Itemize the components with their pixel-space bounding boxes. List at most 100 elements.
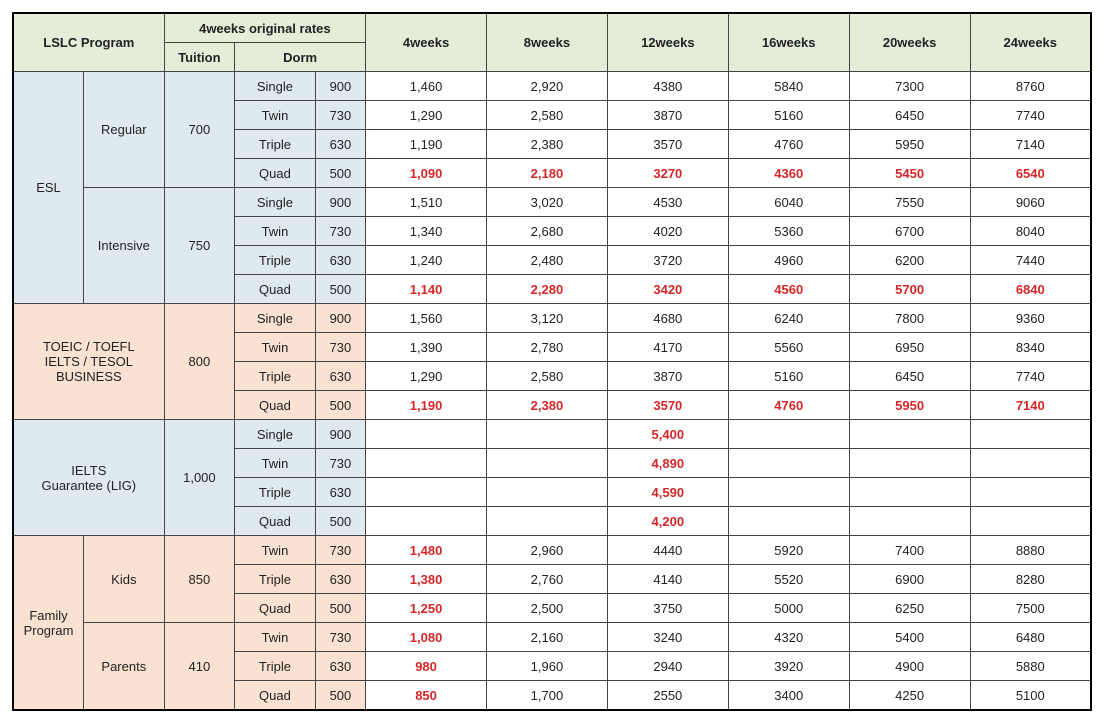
dorm-rate: 500 xyxy=(315,594,365,623)
dorm-rate: 630 xyxy=(315,246,365,275)
price-cell: 5160 xyxy=(728,362,849,391)
price-cell xyxy=(849,478,970,507)
price-cell: 4320 xyxy=(728,623,849,652)
price-cell: 3870 xyxy=(607,362,728,391)
header-week: 20weeks xyxy=(849,13,970,72)
price-cell: 1,290 xyxy=(366,101,487,130)
dorm-rate: 730 xyxy=(315,101,365,130)
price-cell: 4,590 xyxy=(607,478,728,507)
dorm-type: Twin xyxy=(235,623,316,652)
price-cell: 6250 xyxy=(849,594,970,623)
price-cell: 3920 xyxy=(728,652,849,681)
header-week: 8weeks xyxy=(486,13,607,72)
price-cell xyxy=(728,420,849,449)
price-cell: 6450 xyxy=(849,101,970,130)
price-cell xyxy=(849,449,970,478)
price-cell: 5840 xyxy=(728,72,849,101)
dorm-rate: 900 xyxy=(315,420,365,449)
price-cell: 1,240 xyxy=(366,246,487,275)
dorm-rate: 630 xyxy=(315,130,365,159)
dorm-rate: 730 xyxy=(315,333,365,362)
tuition-cell: 410 xyxy=(164,623,235,711)
price-cell: 1,560 xyxy=(366,304,487,333)
price-cell: 5,400 xyxy=(607,420,728,449)
dorm-type: Triple xyxy=(235,478,316,507)
price-cell xyxy=(728,449,849,478)
subprogram-name: Kids xyxy=(84,536,165,623)
price-cell: 5700 xyxy=(849,275,970,304)
price-cell: 2,180 xyxy=(486,159,607,188)
price-cell: 4440 xyxy=(607,536,728,565)
price-cell: 4360 xyxy=(728,159,849,188)
price-cell: 8040 xyxy=(970,217,1091,246)
price-cell xyxy=(970,420,1091,449)
dorm-type: Twin xyxy=(235,536,316,565)
dorm-type: Triple xyxy=(235,130,316,159)
dorm-type: Triple xyxy=(235,362,316,391)
price-cell: 1,390 xyxy=(366,333,487,362)
price-cell: 5450 xyxy=(849,159,970,188)
price-cell: 1,480 xyxy=(366,536,487,565)
price-cell: 2,500 xyxy=(486,594,607,623)
subprogram-name: Parents xyxy=(84,623,165,711)
price-cell: 3240 xyxy=(607,623,728,652)
price-cell: 1,190 xyxy=(366,391,487,420)
price-cell: 2940 xyxy=(607,652,728,681)
table-body: ESLRegular700Single9001,4602,92043805840… xyxy=(13,72,1091,711)
price-cell: 1,290 xyxy=(366,362,487,391)
price-cell: 2,960 xyxy=(486,536,607,565)
dorm-rate: 630 xyxy=(315,652,365,681)
dorm-type: Triple xyxy=(235,246,316,275)
price-cell: 7740 xyxy=(970,101,1091,130)
price-cell: 1,090 xyxy=(366,159,487,188)
price-cell: 8340 xyxy=(970,333,1091,362)
price-cell: 3750 xyxy=(607,594,728,623)
header-tuition: Tuition xyxy=(164,43,235,72)
price-cell: 2,780 xyxy=(486,333,607,362)
price-cell: 5360 xyxy=(728,217,849,246)
header-dorm: Dorm xyxy=(235,43,366,72)
price-cell: 3400 xyxy=(728,681,849,711)
dorm-rate: 730 xyxy=(315,623,365,652)
program-name: ESL xyxy=(13,72,84,304)
price-cell: 5520 xyxy=(728,565,849,594)
price-cell: 2,380 xyxy=(486,130,607,159)
price-cell: 2,680 xyxy=(486,217,607,246)
price-cell: 4960 xyxy=(728,246,849,275)
price-cell: 2,920 xyxy=(486,72,607,101)
price-cell: 1,190 xyxy=(366,130,487,159)
price-cell: 8760 xyxy=(970,72,1091,101)
price-cell: 4760 xyxy=(728,130,849,159)
dorm-type: Twin xyxy=(235,101,316,130)
dorm-type: Quad xyxy=(235,159,316,188)
dorm-type: Quad xyxy=(235,681,316,711)
price-cell: 2,280 xyxy=(486,275,607,304)
price-cell: 7140 xyxy=(970,391,1091,420)
price-cell xyxy=(366,507,487,536)
price-cell: 3570 xyxy=(607,391,728,420)
price-cell: 980 xyxy=(366,652,487,681)
price-cell: 1,340 xyxy=(366,217,487,246)
price-cell: 1,250 xyxy=(366,594,487,623)
price-cell xyxy=(849,507,970,536)
price-cell: 9360 xyxy=(970,304,1091,333)
subprogram-name: Intensive xyxy=(84,188,165,304)
price-cell: 6900 xyxy=(849,565,970,594)
table-row: IELTSGuarantee (LIG)1,000Single9005,400 xyxy=(13,420,1091,449)
price-cell xyxy=(366,449,487,478)
dorm-rate: 900 xyxy=(315,72,365,101)
price-cell: 4,200 xyxy=(607,507,728,536)
price-cell xyxy=(970,478,1091,507)
dorm-type: Quad xyxy=(235,594,316,623)
table-row: Intensive750Single9001,5103,020453060407… xyxy=(13,188,1091,217)
program-name: FamilyProgram xyxy=(13,536,84,711)
price-cell: 4250 xyxy=(849,681,970,711)
subprogram-name: Regular xyxy=(84,72,165,188)
dorm-rate: 500 xyxy=(315,275,365,304)
pricing-table: LSLC Program4weeks original rates4weeks8… xyxy=(12,12,1092,711)
dorm-rate: 730 xyxy=(315,449,365,478)
dorm-type: Single xyxy=(235,72,316,101)
price-cell: 6950 xyxy=(849,333,970,362)
price-cell: 3,020 xyxy=(486,188,607,217)
price-cell: 4560 xyxy=(728,275,849,304)
